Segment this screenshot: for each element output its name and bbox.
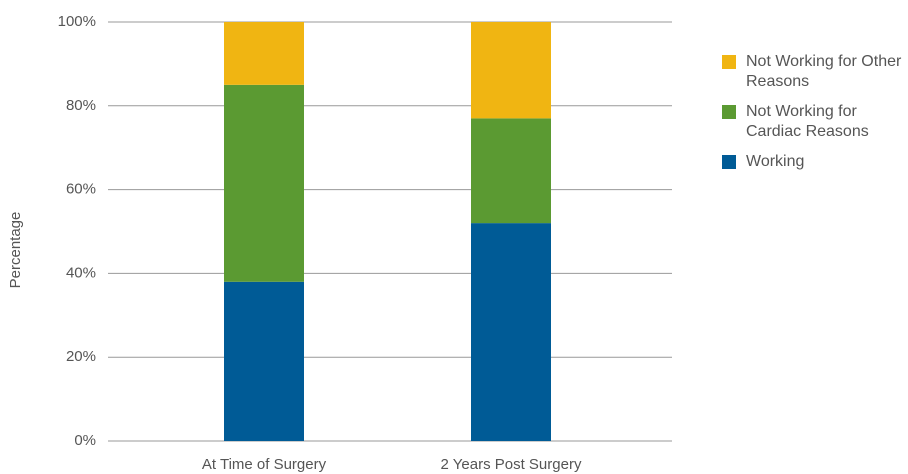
x-tick-label: At Time of Surgery [202,456,327,473]
y-tick-label: 40% [66,264,96,281]
legend-swatch [722,55,736,69]
y-tick-label: 20% [66,348,96,365]
legend-label: Not Working for Cardiac Reasons [746,103,869,140]
y-tick-label: 100% [58,13,96,30]
bar-segment [471,118,551,224]
bar-segment [224,84,304,282]
y-axis-label: Percentage [7,212,24,289]
y-tick-label: 80% [66,97,96,114]
y-tick-label: 60% [66,181,96,198]
legend-swatch [722,105,736,119]
legend-label: Working [746,153,805,170]
bar-segment [471,223,551,441]
legend: Not Working for Other Reasons Not Working… [722,52,908,182]
legend-item: Not Working for Other Reasons [722,52,908,92]
legend-item: Working [722,152,908,172]
bar-segment [224,22,304,85]
legend-label: Not Working for Other Reasons [746,53,902,90]
bar-segment [224,281,304,441]
y-tick-label: 0% [74,432,96,449]
bar-segment [471,22,551,119]
x-tick-label: 2 Years Post Surgery [441,456,582,473]
legend-item: Not Working for Cardiac Reasons [722,102,908,142]
legend-swatch [722,155,736,169]
